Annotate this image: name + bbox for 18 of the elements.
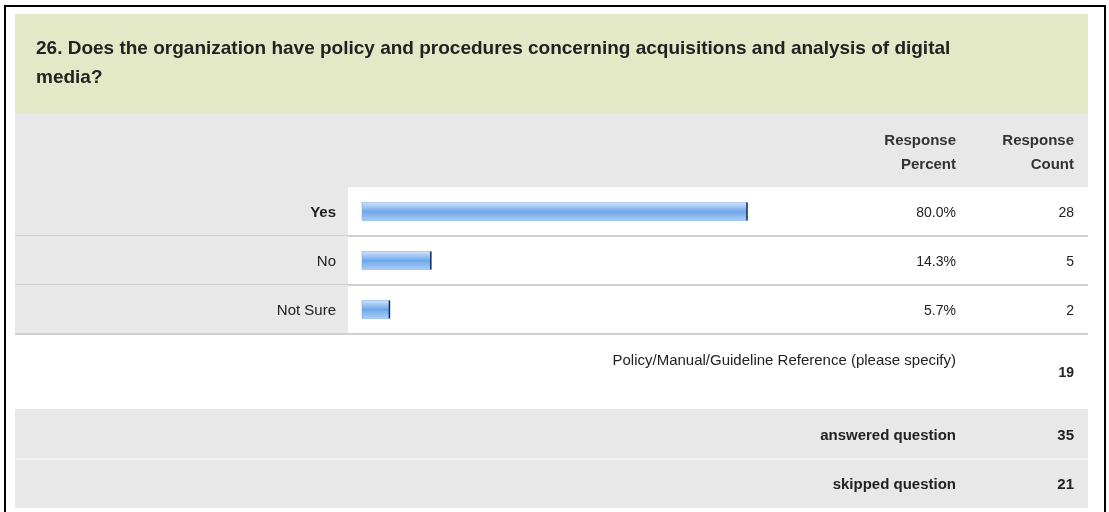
y-tick-label: Yes — [310, 202, 336, 220]
text: Response Percent — [884, 131, 956, 172]
data-label: 5.7% — [924, 301, 956, 318]
text: 2 — [1066, 301, 1075, 318]
text: 5 — [1066, 252, 1075, 269]
text: 19 — [1058, 364, 1075, 380]
text: skipped question — [832, 475, 956, 492]
chart-title: 26. Does the organization have policy and procedures concerning acquisitions and analysis of digital media? — [36, 37, 951, 87]
text: answered question — [820, 426, 956, 443]
text: Response Count — [1002, 131, 1074, 172]
text: 21 — [1057, 475, 1074, 492]
y-tick-label: No — [316, 251, 336, 269]
data-label: 14.3% — [916, 252, 956, 269]
text: 28 — [1058, 203, 1075, 220]
y-tick-label: Not Sure — [276, 300, 336, 318]
text: 35 — [1057, 426, 1074, 443]
text: Policy/Manual/Guideline Reference (please specify) — [612, 351, 956, 368]
data-label: 80.0% — [916, 203, 956, 220]
